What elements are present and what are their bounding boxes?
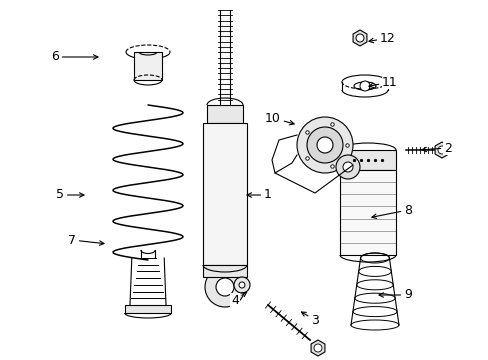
- Circle shape: [359, 81, 369, 91]
- Circle shape: [234, 277, 249, 293]
- Circle shape: [316, 137, 332, 153]
- Circle shape: [296, 117, 352, 173]
- Bar: [339, 150, 395, 170]
- Text: 7: 7: [68, 234, 104, 247]
- Text: 12: 12: [368, 31, 395, 45]
- Bar: [203, 265, 246, 277]
- Bar: [339, 170, 395, 255]
- Polygon shape: [434, 142, 448, 158]
- Text: 3: 3: [301, 312, 318, 327]
- Text: 11: 11: [368, 76, 397, 89]
- Circle shape: [216, 278, 234, 296]
- Circle shape: [204, 267, 244, 307]
- Text: 8: 8: [371, 203, 411, 219]
- Text: 1: 1: [246, 189, 271, 202]
- Circle shape: [313, 344, 321, 352]
- Circle shape: [335, 155, 359, 179]
- Text: 10: 10: [264, 112, 293, 125]
- Text: 5: 5: [56, 189, 84, 202]
- Polygon shape: [352, 30, 366, 46]
- Text: 2: 2: [421, 141, 451, 154]
- Text: 4: 4: [231, 292, 246, 306]
- Circle shape: [239, 282, 244, 288]
- Bar: [203, 123, 246, 265]
- Text: 9: 9: [378, 288, 411, 302]
- Bar: [206, 105, 243, 123]
- Circle shape: [342, 162, 352, 172]
- Circle shape: [306, 127, 342, 163]
- Bar: [124, 305, 171, 313]
- Circle shape: [437, 146, 445, 154]
- Text: 6: 6: [51, 50, 98, 63]
- Circle shape: [355, 34, 363, 42]
- Polygon shape: [310, 340, 324, 356]
- Bar: [134, 52, 162, 80]
